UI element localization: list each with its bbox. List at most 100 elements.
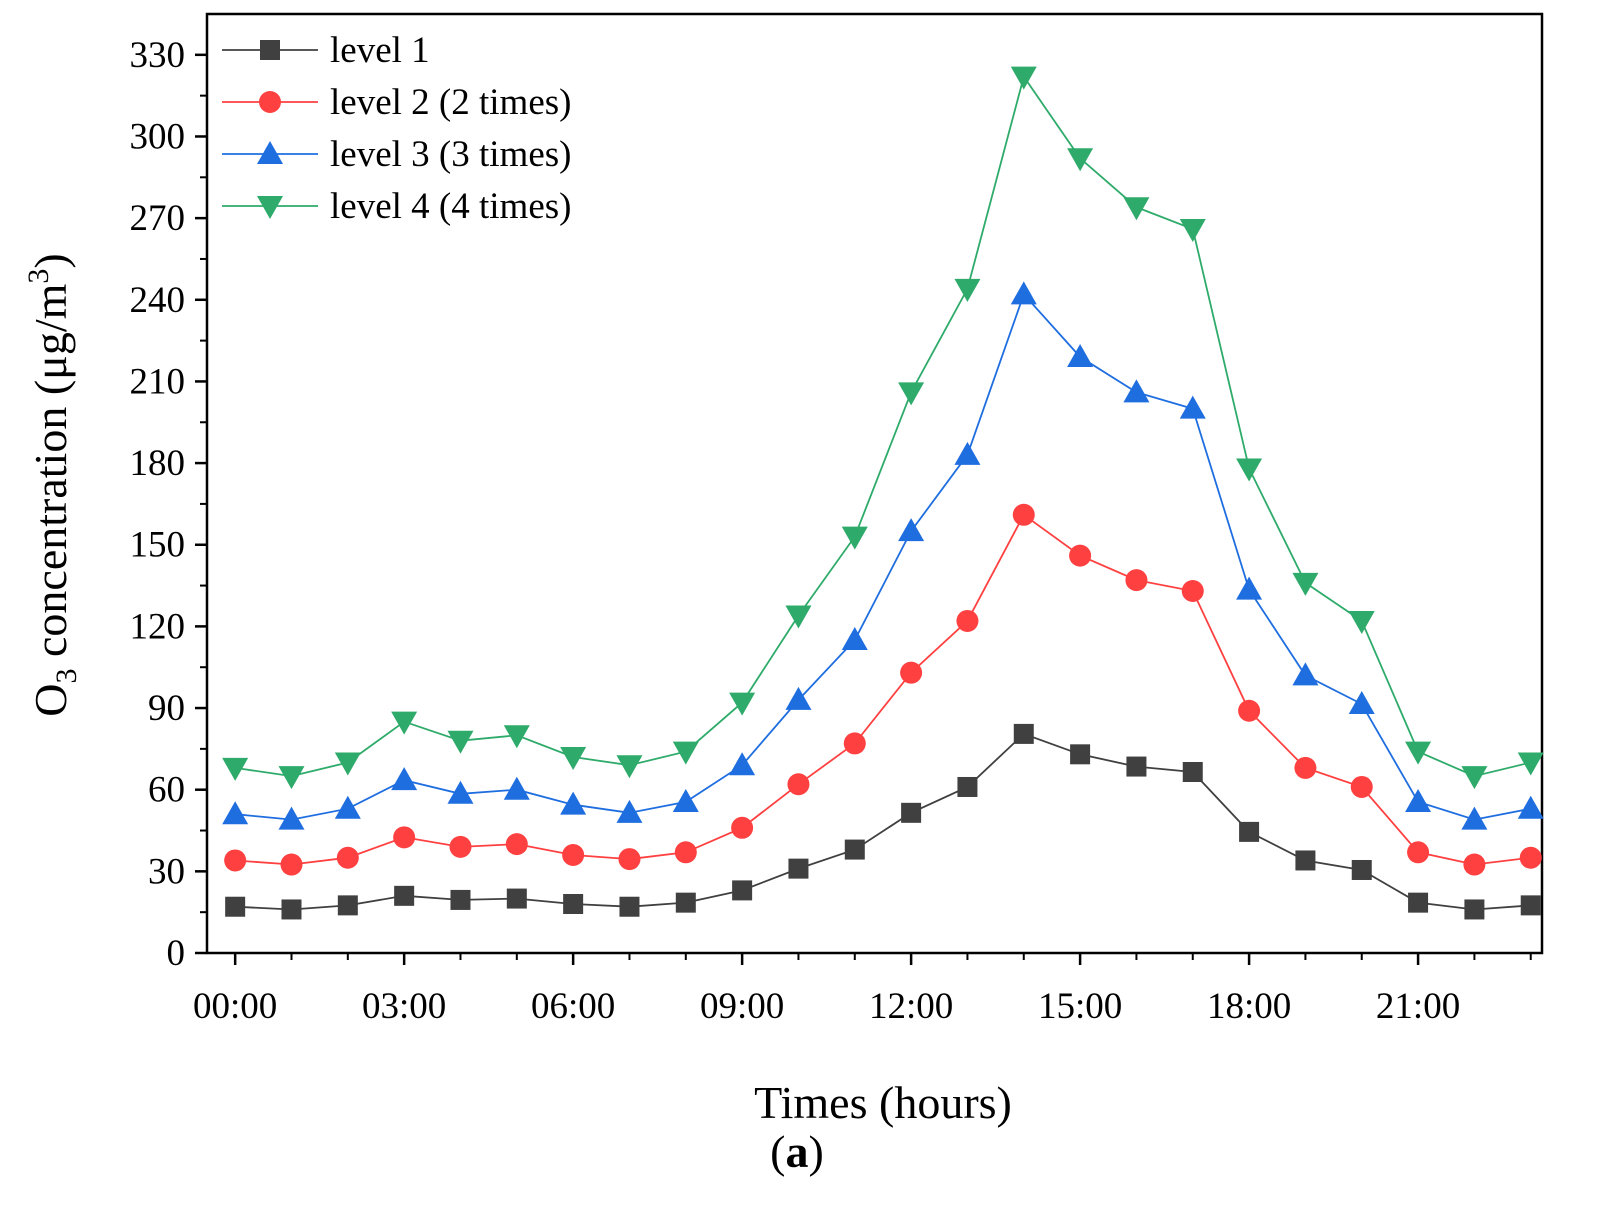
axes-layer: 0 30 60 90 120 150 180 210 240 270 300 330 00:00 03:0…: [130, 12, 1544, 1027]
x-tick-label: 00:00: [193, 986, 277, 1027]
data-point-level-2: [900, 661, 923, 684]
data-point-level-3: [1123, 379, 1150, 403]
legend-marker-level-2: [259, 91, 281, 113]
data-point-level-3: [1461, 806, 1488, 830]
y-axis-title-superscript: 3: [22, 269, 55, 284]
data-point-level-3: [898, 518, 925, 542]
legend-label-level-4: level 4 (4 times): [330, 186, 571, 227]
data-point-level-2: [1012, 503, 1035, 526]
data-point-level-4: [447, 730, 474, 754]
data-point-level-2: [393, 826, 416, 849]
data-point-level-4: [503, 725, 530, 749]
data-point-level-2: [280, 853, 303, 876]
data-point-level-1: [1295, 850, 1316, 871]
legend-marker-level-4: [257, 196, 283, 219]
data-point-level-2: [1125, 569, 1148, 592]
data-point-level-1: [225, 896, 246, 917]
data-point-level-3: [1517, 795, 1544, 819]
series-line-level-4: [235, 74, 1531, 778]
data-point-level-4: [954, 278, 981, 302]
x-axis-title: Times (hours): [754, 1077, 1012, 1128]
x-tick-label: 06:00: [531, 986, 615, 1027]
data-point-level-2: [1294, 756, 1317, 779]
y-axis-title-subscript: 3: [50, 668, 83, 683]
data-point-level-1: [675, 892, 696, 913]
y-axis-title-middle: concentration (μg/m: [25, 283, 76, 668]
figure-caption: (a): [770, 1126, 824, 1177]
legend: level 1 level 2 (2 times) level 3 (3 times…: [222, 30, 571, 227]
data-point-level-1: [788, 858, 809, 879]
series-line-level-1: [235, 732, 1531, 911]
data-point-level-3: [1179, 395, 1206, 419]
data-point-level-3: [1292, 662, 1319, 686]
data-point-level-1: [1408, 892, 1429, 913]
data-point-level-2: [1463, 853, 1486, 876]
data-point-level-1: [281, 899, 302, 920]
data-point-level-2: [1350, 775, 1373, 798]
data-point-level-1: [1070, 744, 1091, 765]
data-point-level-2: [1069, 544, 1092, 567]
data-point-level-2: [1407, 841, 1430, 864]
data-point-level-3: [447, 780, 474, 804]
data-point-level-3: [785, 686, 812, 710]
data-point-level-2: [1519, 846, 1542, 869]
plot-frame: [205, 12, 1544, 955]
data-point-level-2: [674, 841, 697, 864]
data-point-level-1: [506, 888, 527, 909]
data-point-level-2: [562, 844, 585, 867]
data-point-level-4: [1123, 197, 1150, 221]
data-point-level-4: [391, 711, 418, 735]
y-tick-label: 0: [167, 933, 186, 974]
data-point-level-3: [616, 799, 643, 823]
data-point-level-3: [503, 776, 530, 800]
data-point-level-4: [1517, 752, 1544, 776]
y-tick-label: 300: [130, 116, 186, 157]
series-layer: [222, 66, 1544, 920]
data-point-level-4: [1405, 741, 1432, 765]
data-point-level-2: [1181, 580, 1204, 603]
figure-caption-letter: a: [786, 1126, 809, 1177]
y-tick-label: 330: [130, 35, 186, 76]
data-point-level-1: [1351, 859, 1372, 880]
data-point-level-1: [1239, 821, 1260, 842]
data-point-level-1: [337, 895, 358, 916]
data-point-level-2: [505, 833, 528, 856]
data-point-level-3: [954, 441, 981, 465]
legend-marker-level-1: [260, 40, 280, 60]
x-tick-label: 21:00: [1376, 986, 1460, 1027]
data-point-level-3: [391, 767, 418, 791]
series-line-level-3: [235, 292, 1531, 821]
data-point-level-4: [1236, 458, 1263, 482]
y-tick-label: 120: [130, 606, 186, 647]
data-point-level-1: [394, 885, 415, 906]
legend-marker-level-3: [257, 141, 283, 164]
y-tick-label: 180: [130, 443, 186, 484]
data-point-level-1: [563, 894, 584, 915]
data-point-level-1: [1464, 899, 1485, 920]
data-point-level-4: [1461, 766, 1488, 790]
y-tick-label: 270: [130, 198, 186, 239]
data-point-level-3: [1010, 281, 1037, 305]
legend-label-level-1: level 1: [330, 30, 430, 71]
data-point-level-4: [841, 526, 868, 550]
data-point-level-2: [956, 609, 979, 632]
data-point-level-3: [278, 806, 305, 830]
y-axis-title-prefix: O: [25, 683, 76, 716]
data-point-level-4: [222, 757, 249, 781]
x-tick-label: 15:00: [1038, 986, 1122, 1027]
x-tick-label: 18:00: [1207, 986, 1291, 1027]
series-line-level-2: [235, 513, 1531, 866]
x-tick-label: 03:00: [362, 986, 446, 1027]
y-tick-label: 150: [130, 525, 186, 566]
data-point-level-2: [1238, 699, 1261, 722]
legend-label-level-3: level 3 (3 times): [330, 134, 571, 175]
data-point-level-2: [618, 848, 641, 871]
data-point-level-4: [1348, 610, 1375, 634]
data-point-level-3: [222, 801, 249, 825]
data-point-level-4: [1179, 219, 1206, 243]
data-point-level-4: [1292, 572, 1319, 596]
y-axis-title-suffix: ): [25, 253, 76, 268]
x-tick-label: 12:00: [869, 986, 953, 1027]
data-point-level-3: [1067, 343, 1094, 367]
data-point-level-4: [616, 755, 643, 779]
